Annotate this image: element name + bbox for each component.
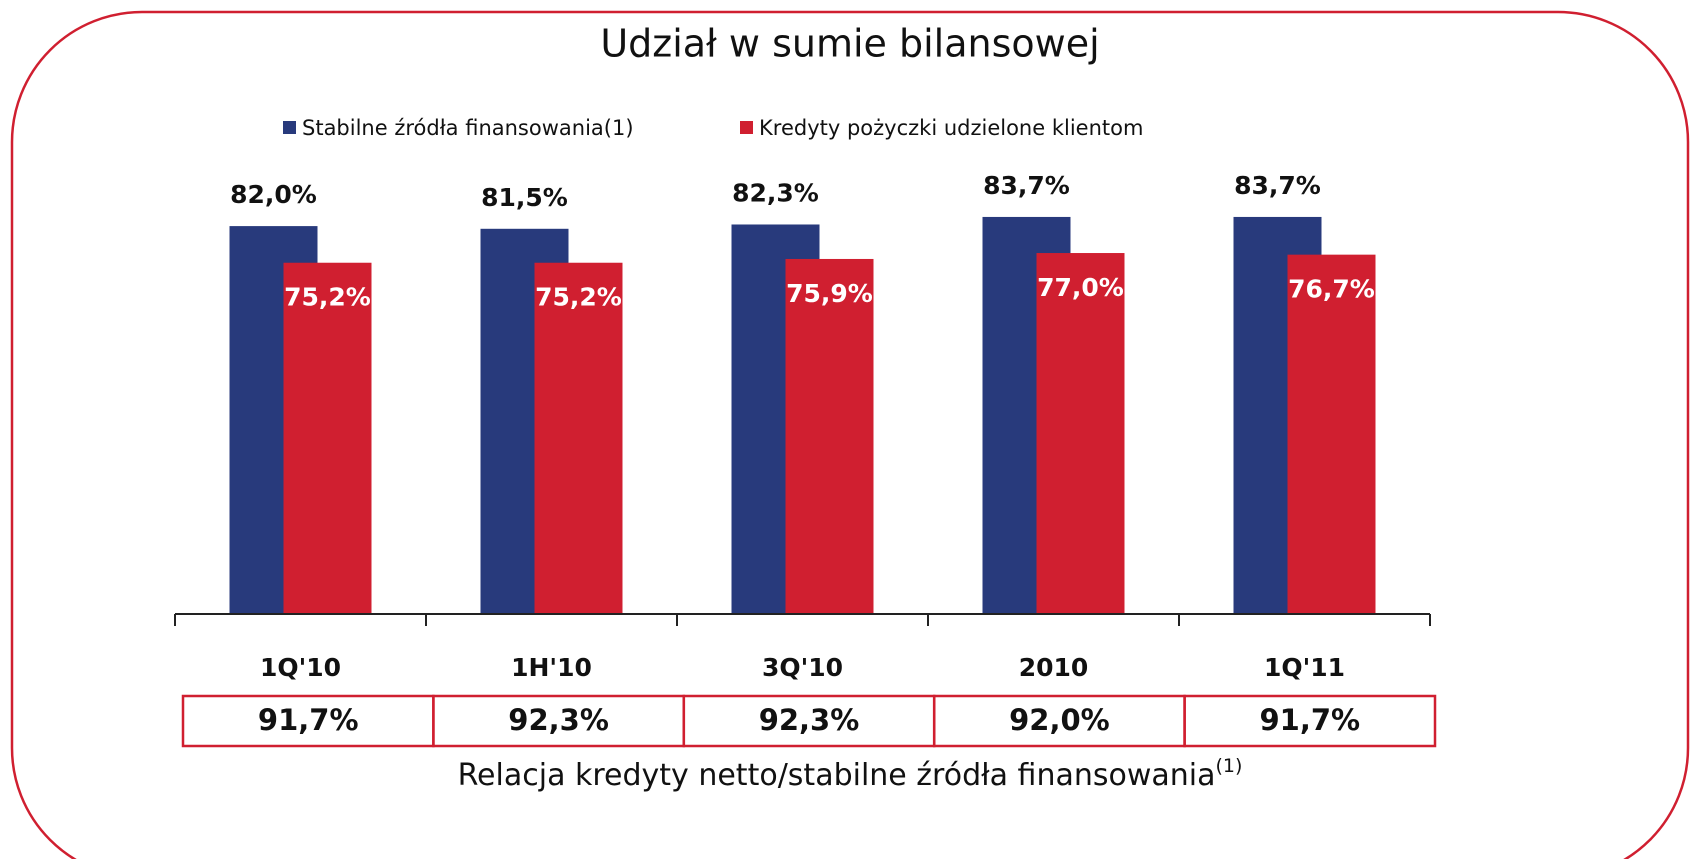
legend-swatch <box>283 121 296 134</box>
data-label: 83,7% <box>1234 171 1321 200</box>
frame <box>10 10 1690 859</box>
legend-label: Kredyty pożyczki udzielone klientom <box>759 116 1143 140</box>
bar <box>785 258 874 614</box>
x-tick-label: 2010 <box>1019 653 1089 682</box>
chart-title: Udział w sumie bilansowej <box>600 22 1099 66</box>
data-label: 83,7% <box>983 171 1070 200</box>
ratio-caption-text: Relacja kredyty netto/stabilne źródła fi… <box>458 758 1216 793</box>
ratio-caption-note: (1) <box>1216 755 1243 777</box>
bar <box>1287 254 1376 614</box>
data-label: 75,2% <box>535 283 622 312</box>
data-label: 76,7% <box>1288 275 1375 304</box>
x-tick-label: 1H'10 <box>511 653 592 682</box>
table-value: 92,3% <box>508 703 609 737</box>
bar <box>1036 253 1125 614</box>
table-value: 91,7% <box>1259 703 1360 737</box>
data-label: 81,5% <box>481 183 568 212</box>
table-value: 91,7% <box>258 703 359 737</box>
data-label: 77,0% <box>1037 273 1124 302</box>
legend-label: Stabilne źródła finansowania(1) <box>302 116 634 140</box>
ratio-caption: Relacja kredyty netto/stabilne źródła fi… <box>458 755 1243 793</box>
legend-swatch <box>740 121 753 134</box>
table-value: 92,0% <box>1009 703 1110 737</box>
bar <box>283 262 372 614</box>
data-label: 75,9% <box>786 279 873 308</box>
x-tick-label: 1Q'11 <box>1264 653 1345 682</box>
data-label: 82,0% <box>230 180 317 209</box>
table-value: 92,3% <box>759 703 860 737</box>
bar <box>534 262 623 614</box>
x-tick-label: 3Q'10 <box>762 653 843 682</box>
data-label: 75,2% <box>284 283 371 312</box>
data-label: 82,3% <box>732 178 819 207</box>
x-tick-label: 1Q'10 <box>260 653 341 682</box>
table-cell <box>1183 694 1437 748</box>
